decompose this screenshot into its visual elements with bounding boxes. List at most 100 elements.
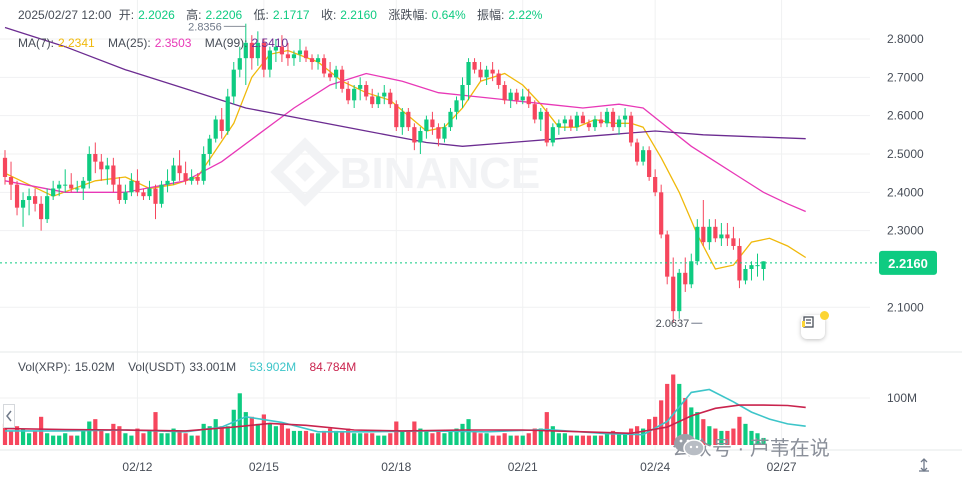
candle-body	[749, 265, 754, 269]
volume-bar	[761, 437, 766, 445]
candle-body	[153, 188, 158, 204]
volume-bar	[568, 435, 573, 445]
volume-bar	[544, 412, 549, 445]
volume-bar	[526, 433, 531, 445]
volume-bar	[165, 433, 170, 445]
vol-usdt-label: Vol(USDT)	[128, 360, 186, 374]
high-annotation-label: 2.8356	[188, 21, 222, 33]
volume-bar	[490, 435, 495, 445]
candle-body	[653, 176, 658, 193]
candle-body	[743, 268, 748, 281]
change-label: 涨跌幅:	[388, 8, 428, 22]
candle-body	[442, 127, 447, 139]
candle-body	[14, 184, 20, 208]
volume-bar	[442, 433, 447, 445]
volume-bar	[749, 430, 754, 445]
volume-bar	[689, 407, 694, 445]
volume-bar	[376, 435, 381, 445]
candle-body	[520, 96, 525, 101]
volume-bar	[430, 433, 435, 445]
trade-ticket-button[interactable]	[801, 311, 829, 339]
candle-body	[508, 92, 513, 101]
price-annotations: 2.8356 2.0637	[188, 21, 703, 330]
candle-body	[376, 96, 381, 105]
candle-body	[641, 150, 646, 162]
candle-body	[430, 119, 435, 128]
wechat-channel-name: 公众号 · 芦苇在说	[672, 438, 830, 460]
candle-body	[616, 119, 622, 128]
candle-body	[448, 111, 453, 128]
candle-body	[81, 180, 86, 189]
volume-bar	[610, 430, 616, 445]
candle-body	[291, 54, 297, 59]
date-tick-label: 02/27	[767, 460, 797, 474]
candle-body	[532, 104, 537, 120]
last-price-tag	[879, 250, 937, 275]
volume-bar	[141, 433, 146, 445]
candle-body	[334, 69, 339, 78]
grid	[0, 0, 962, 451]
volume-bars	[2, 374, 766, 445]
volume-bar	[707, 426, 712, 445]
price-tick-label: 2.3000	[887, 224, 924, 238]
candle-body	[201, 153, 206, 181]
volume-bar	[99, 430, 104, 445]
candle-body	[514, 92, 519, 101]
candle-body	[105, 165, 110, 170]
candle-body	[297, 50, 303, 55]
candle-body	[231, 69, 236, 97]
volume-bar	[484, 433, 489, 445]
volume-bar	[75, 435, 80, 445]
volume-bar	[2, 423, 8, 445]
candle-body	[213, 119, 218, 139]
candle-body	[207, 138, 212, 154]
volume-bar	[514, 435, 519, 445]
open-value: 2.2026	[138, 8, 175, 22]
high-value: 2.2206	[205, 8, 243, 22]
volume-bar	[352, 433, 357, 445]
candle-body	[243, 42, 248, 59]
candle-body	[737, 245, 742, 281]
candle-body	[309, 58, 315, 62]
high-label: 高:	[186, 8, 202, 22]
candle-body	[665, 234, 670, 277]
volume-bar	[454, 428, 459, 445]
date-tick-label: 02/24	[640, 460, 670, 474]
date-tick-label: 02/12	[122, 460, 152, 474]
volume-bar	[580, 435, 586, 445]
candles	[2, 23, 766, 323]
vol-ma5-value: 53.902M	[249, 360, 297, 374]
volume-bar	[382, 435, 387, 445]
candle-body	[496, 73, 501, 85]
volume-bar	[81, 430, 86, 445]
candle-body	[538, 111, 543, 120]
volume-bar	[183, 433, 188, 445]
candle-body	[123, 192, 128, 200]
vol-ma10-value: 84.784M	[309, 360, 357, 374]
candle-body	[622, 115, 628, 120]
volume-bar	[177, 430, 182, 445]
volume-bar	[460, 423, 465, 445]
candle-body	[610, 111, 616, 128]
volume-bar	[51, 435, 56, 445]
volume-bar	[135, 428, 140, 445]
candle-body	[701, 226, 706, 243]
volume-bar	[63, 433, 68, 445]
candle-body	[574, 115, 579, 128]
volume-bar	[604, 433, 610, 445]
candle-body	[189, 176, 194, 181]
candle-body	[466, 61, 471, 85]
volume-tick-label: 100M	[887, 391, 917, 405]
volume-bar	[671, 374, 676, 445]
volume-bar	[171, 428, 176, 445]
price-tick-label: 2.8000	[887, 32, 924, 46]
candle-body	[93, 153, 98, 162]
candle-body	[255, 42, 260, 59]
volume-bar	[225, 426, 230, 445]
candle-body	[2, 157, 8, 177]
candle-body	[418, 130, 423, 143]
candle-body	[237, 58, 242, 70]
volume-bar	[520, 435, 525, 445]
